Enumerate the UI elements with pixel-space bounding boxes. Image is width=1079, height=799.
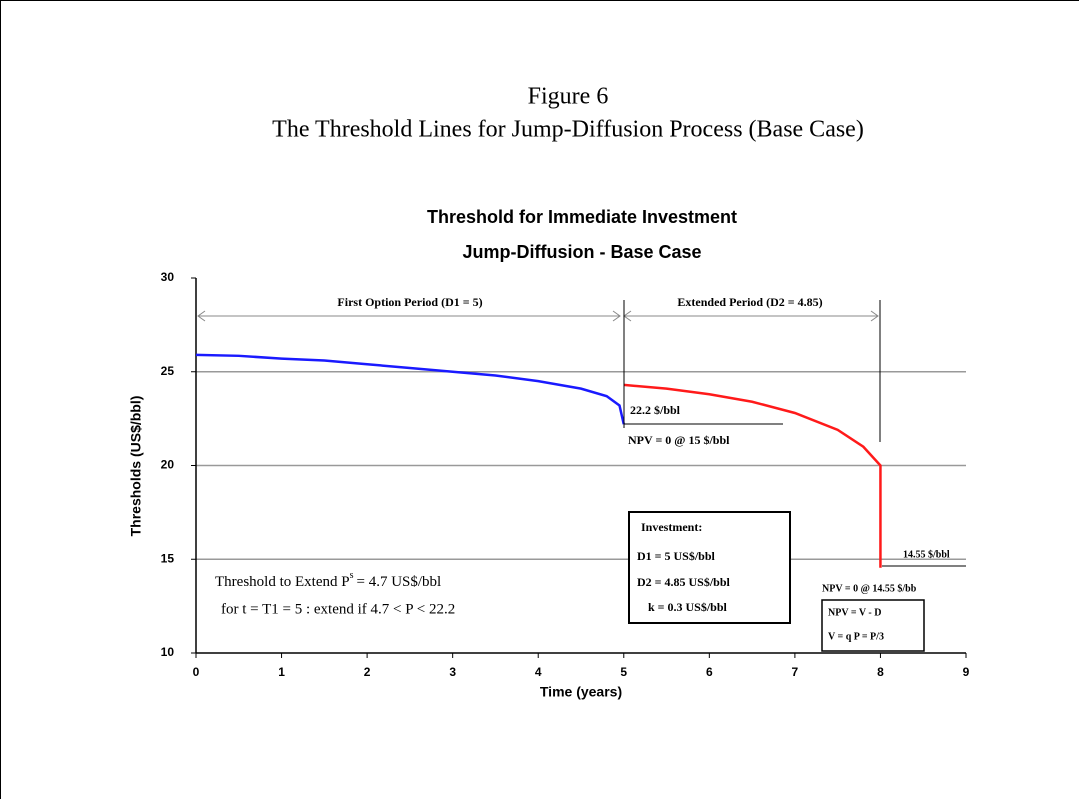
chart-subtitle: Jump-Diffusion - Base Case (462, 242, 701, 262)
formula-box (821, 599, 925, 652)
annotation-part: = 4.7 US$/bbl (356, 574, 441, 590)
x-tick-label: 9 (963, 665, 970, 679)
series-line (623, 383, 882, 568)
annotation: Extended Period (D2 = 4.85) (677, 295, 822, 309)
annotation-part: Threshold to Extend P (215, 574, 350, 590)
figure-label: Figure 6 (528, 84, 609, 110)
x-tick-label: 1 (278, 665, 285, 679)
x-tick-label: 3 (449, 665, 456, 679)
guide-lines (623, 300, 966, 567)
annotation: for t = T1 = 5 : extend if 4.7 < P < 22.… (221, 601, 455, 617)
annotation: 14.55 $/bbl (903, 549, 950, 560)
annotation: Investment: (641, 520, 702, 534)
y-tick-label: 25 (161, 364, 175, 378)
annotation: NPV = V - D (828, 607, 881, 618)
x-axis-label: Time (years) (540, 684, 622, 700)
y-tick-label: 30 (161, 270, 175, 284)
x-tick-label: 8 (877, 665, 884, 679)
annotation: D1 = 5 US$/bbl (637, 549, 716, 563)
x-tick-label: 2 (364, 665, 371, 679)
figure-title: The Threshold Lines for Jump-Diffusion P… (272, 117, 864, 143)
annotation: V = q P = P/3 (828, 631, 884, 642)
x-tick-label: 0 (193, 665, 200, 679)
annotation: 22.2 $/bbl (630, 403, 681, 417)
x-tick-label: 4 (535, 665, 542, 679)
annotation: D2 = 4.85 US$/bbl (637, 575, 731, 589)
y-axis-label: Thresholds (US$/bbl) (128, 396, 144, 537)
y-tick-label: 10 (161, 645, 175, 659)
annotation: NPV = 0 @ 15 $/bbl (628, 433, 730, 447)
y-tick-label: 20 (161, 458, 175, 472)
annotation: Threshold to Extend Ps = 4.7 US$/bbl (215, 570, 441, 590)
annotation-sup: s (350, 570, 354, 581)
y-tick-label: 15 (161, 551, 175, 565)
period-arrows (197, 310, 879, 322)
x-tick-label: 5 (620, 665, 627, 679)
annotation: First Option Period (D1 = 5) (337, 295, 482, 309)
x-tick-label: 7 (792, 665, 799, 679)
chart-title: Threshold for Immediate Investment (427, 207, 737, 227)
annotation: NPV = 0 @ 14.55 $/bb (822, 583, 917, 594)
series-line (195, 353, 625, 425)
x-tick-label: 6 (706, 665, 713, 679)
plot: 10 15 20 25 30 0 1 2 3 4 5 6 7 8 9 (161, 270, 970, 679)
annotation: k = 0.3 US$/bbl (648, 600, 728, 614)
investment-box (628, 511, 791, 624)
